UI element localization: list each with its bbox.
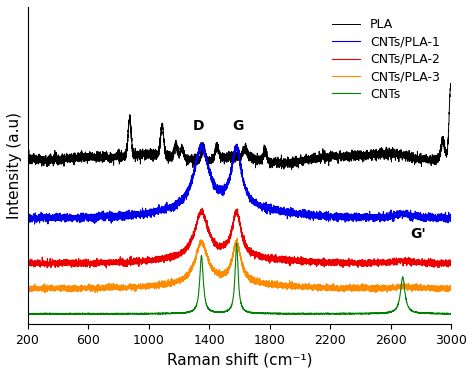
Line: CNTs/PLA-3: CNTs/PLA-3 bbox=[27, 238, 451, 293]
CNTs bbox=[184, 310, 190, 315]
CNTs/PLA-3 bbox=[42, 291, 48, 295]
Text: G: G bbox=[232, 119, 244, 133]
CNTs/PLA-2 bbox=[445, 261, 451, 266]
CNTs bbox=[445, 311, 451, 315]
CNTs/PLA-1 bbox=[32, 222, 37, 226]
CNTs/PLA-2 bbox=[104, 266, 109, 270]
CNTs/PLA-1 bbox=[125, 215, 131, 219]
PLA bbox=[214, 142, 220, 147]
X-axis label: Raman shift (cm⁻¹): Raman shift (cm⁻¹) bbox=[166, 352, 312, 367]
CNTs/PLA-3 bbox=[123, 283, 129, 288]
PLA bbox=[128, 119, 133, 123]
CNTs bbox=[215, 310, 220, 314]
CNTs/PLA-3 bbox=[234, 236, 240, 240]
CNTs bbox=[123, 311, 129, 316]
CNTs/PLA-2 bbox=[215, 243, 220, 248]
PLA bbox=[448, 86, 454, 91]
CNTs/PLA-1 bbox=[184, 187, 190, 191]
Line: CNTs/PLA-1: CNTs/PLA-1 bbox=[27, 143, 451, 224]
CNTs/PLA-2 bbox=[448, 260, 454, 264]
CNTs/PLA-3 bbox=[215, 272, 220, 276]
CNTs/PLA-3 bbox=[128, 283, 133, 288]
CNTs bbox=[125, 311, 131, 316]
Line: PLA: PLA bbox=[27, 83, 451, 169]
CNTs/PLA-1 bbox=[198, 141, 204, 145]
Legend: PLA, CNTs/PLA-1, CNTs/PLA-2, CNTs/PLA-3, CNTs: PLA, CNTs/PLA-1, CNTs/PLA-2, CNTs/PLA-3,… bbox=[328, 13, 445, 106]
CNTs bbox=[27, 312, 33, 317]
PLA bbox=[448, 81, 454, 86]
CNTs/PLA-1 bbox=[128, 214, 133, 219]
CNTs bbox=[448, 312, 454, 316]
Line: CNTs/PLA-2: CNTs/PLA-2 bbox=[27, 208, 451, 268]
CNTs/PLA-1 bbox=[25, 216, 30, 220]
Text: D: D bbox=[193, 119, 204, 133]
CNTs bbox=[25, 312, 30, 316]
Y-axis label: Intensity (a.u): Intensity (a.u) bbox=[7, 112, 22, 219]
PLA bbox=[125, 128, 131, 132]
CNTs/PLA-3 bbox=[125, 284, 131, 289]
CNTs/PLA-1 bbox=[123, 211, 129, 216]
Text: G': G' bbox=[410, 227, 426, 241]
CNTs bbox=[128, 312, 133, 316]
CNTs/PLA-1 bbox=[445, 217, 451, 221]
PLA bbox=[184, 153, 190, 158]
CNTs/PLA-3 bbox=[448, 286, 454, 291]
CNTs bbox=[234, 241, 239, 246]
Line: CNTs: CNTs bbox=[27, 243, 451, 315]
CNTs/PLA-3 bbox=[25, 286, 30, 291]
PLA bbox=[445, 142, 451, 146]
CNTs/PLA-2 bbox=[184, 245, 190, 249]
CNTs/PLA-2 bbox=[125, 259, 131, 264]
PLA bbox=[25, 151, 30, 155]
CNTs/PLA-1 bbox=[448, 213, 454, 218]
CNTs/PLA-1 bbox=[215, 182, 220, 187]
PLA bbox=[289, 167, 294, 172]
CNTs/PLA-3 bbox=[445, 286, 451, 291]
CNTs/PLA-2 bbox=[128, 260, 133, 264]
CNTs/PLA-2 bbox=[123, 260, 129, 265]
PLA bbox=[123, 156, 129, 160]
CNTs/PLA-2 bbox=[200, 206, 205, 210]
CNTs/PLA-3 bbox=[184, 272, 190, 277]
CNTs/PLA-2 bbox=[25, 264, 30, 268]
